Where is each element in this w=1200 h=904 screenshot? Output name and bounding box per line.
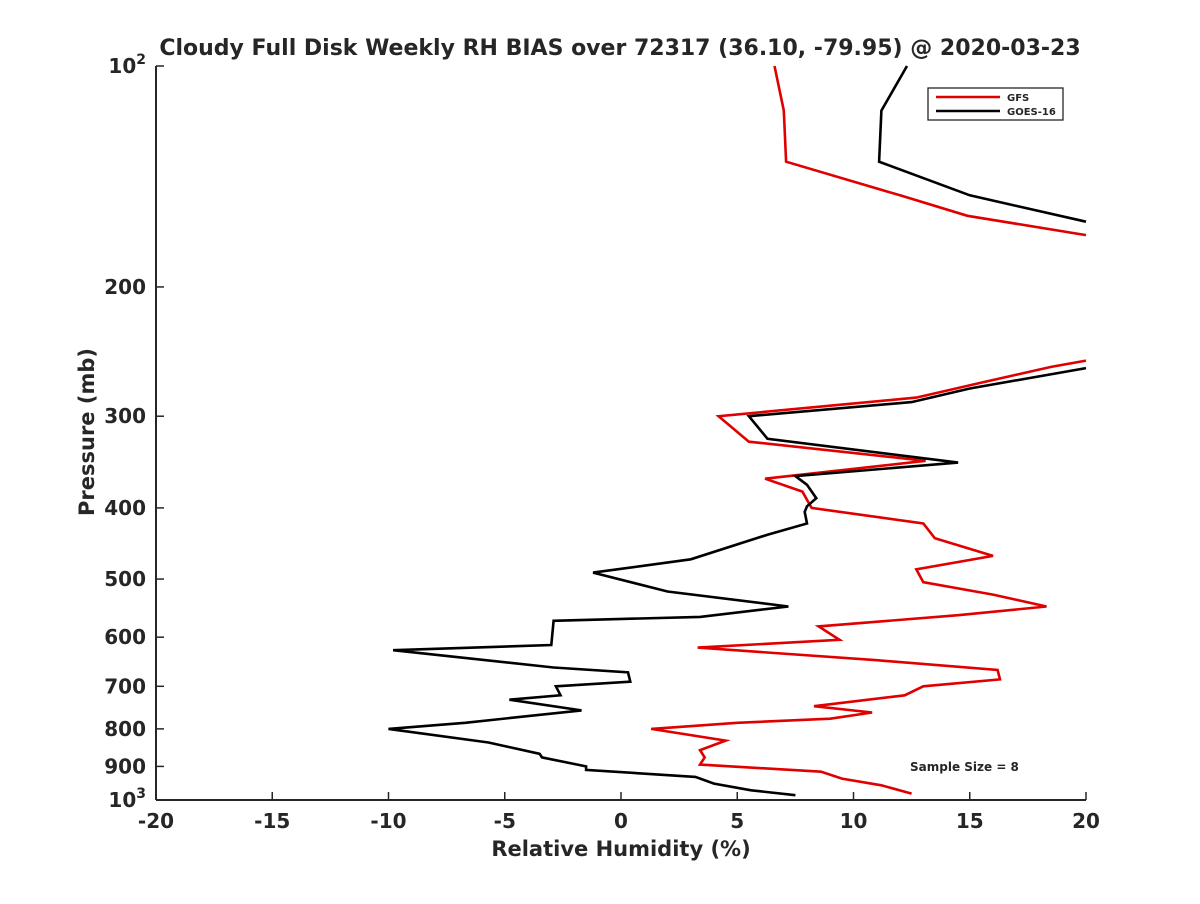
x-axis-label: Relative Humidity (%) (491, 837, 750, 861)
x-tick-label: 20 (1072, 809, 1100, 833)
x-tick-label: 10 (840, 809, 868, 833)
legend-label-gfs: GFS (1007, 93, 1029, 104)
x-tick-label: 15 (956, 809, 984, 833)
x-tick-label: -5 (494, 809, 516, 833)
y-tick-label: 400 (104, 496, 146, 520)
plot-axes: -20 -15 -10 -5 0 5 10 15 20 102 200 300 400 500 600 700… (104, 52, 1100, 833)
goes-16-series-line (877, 65, 1087, 223)
gfs-series-line (773, 65, 1087, 237)
y-tick-label: 300 (104, 404, 146, 428)
chart-title: Cloudy Full Disk Weekly RH BIAS over 723… (159, 36, 1080, 61)
x-tick-label: 0 (614, 809, 628, 833)
x-tick-label: -10 (370, 809, 406, 833)
legend: GFS GOES-16 (927, 87, 1064, 121)
y-axis-label: Pressure (mb) (75, 348, 99, 516)
y-tick-label: 102 (108, 52, 146, 78)
data-lines (388, 65, 1087, 797)
y-tick-label: 600 (104, 625, 146, 649)
x-tick-label: -20 (138, 809, 174, 833)
y-tick-label: 800 (104, 717, 146, 741)
gfs-series-line (650, 359, 1087, 795)
y-tick-label: 900 (104, 754, 146, 778)
legend-box (927, 87, 1064, 121)
legend-label-goes-16: GOES-16 (1007, 107, 1056, 118)
y-tick-label: 103 (108, 786, 146, 812)
goes-16-series-line (388, 366, 1087, 797)
x-tick-label: 5 (730, 809, 744, 833)
sample-size-annotation: Sample Size = 8 (910, 760, 1019, 774)
y-tick-label: 700 (104, 674, 146, 698)
x-tick-label: -15 (254, 809, 290, 833)
y-tick-label: 200 (104, 275, 146, 299)
y-tick-label: 500 (104, 567, 146, 591)
